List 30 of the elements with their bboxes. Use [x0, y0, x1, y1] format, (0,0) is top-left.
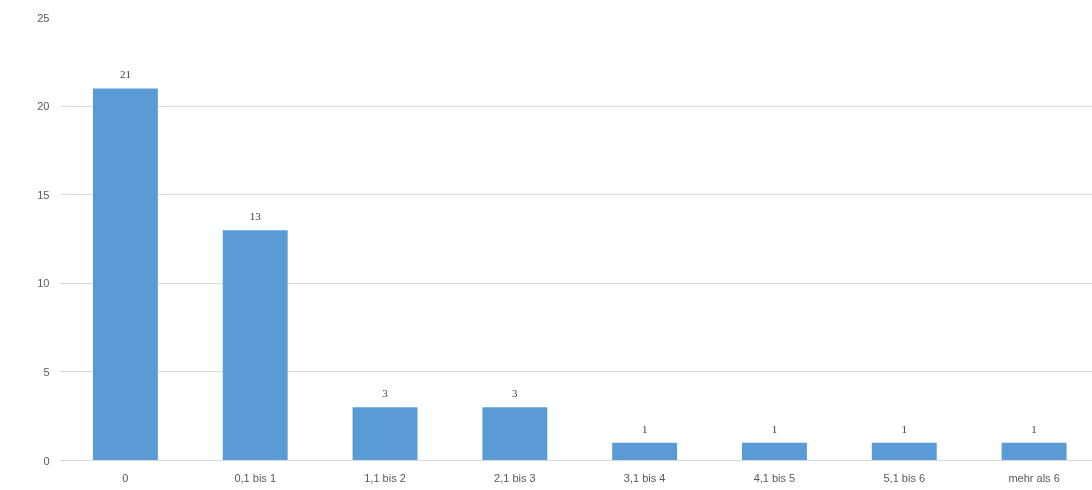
bar — [612, 442, 678, 461]
y-tick-label: 20 — [37, 100, 50, 113]
x-tick-label: mehr als 6 — [1008, 471, 1060, 484]
bar — [352, 407, 418, 461]
x-tick-label: 0,1 bis 1 — [234, 471, 277, 484]
y-tick-label: 25 — [37, 11, 50, 24]
y-tick-label: 5 — [43, 365, 50, 378]
x-tick-label: 2,1 bis 3 — [494, 471, 536, 484]
data-label: 1 — [641, 422, 648, 435]
bar — [482, 407, 548, 461]
data-label: 13 — [249, 210, 262, 223]
data-label: 21 — [119, 68, 131, 81]
x-tick-label: 4,1 bis 5 — [753, 471, 796, 484]
x-tick-label: 3,1 bis 4 — [623, 471, 666, 484]
y-tick-label: 0 — [43, 454, 50, 467]
bar — [222, 230, 288, 461]
x-tick-label: 1,1 bis 2 — [364, 471, 406, 484]
y-tick-label: 10 — [37, 277, 50, 290]
y-tick-label: 15 — [37, 188, 50, 201]
data-label: 3 — [382, 387, 389, 400]
bar — [92, 88, 158, 461]
bar — [871, 442, 937, 461]
data-label: 3 — [512, 387, 519, 400]
data-label: 1 — [1031, 422, 1037, 435]
x-tick-label: 5,1 bis 6 — [883, 471, 926, 484]
bar — [1001, 442, 1067, 461]
x-tick-label: 0 — [122, 471, 129, 484]
data-label: 1 — [901, 422, 908, 435]
bar — [742, 442, 807, 461]
data-label: 1 — [771, 422, 778, 435]
